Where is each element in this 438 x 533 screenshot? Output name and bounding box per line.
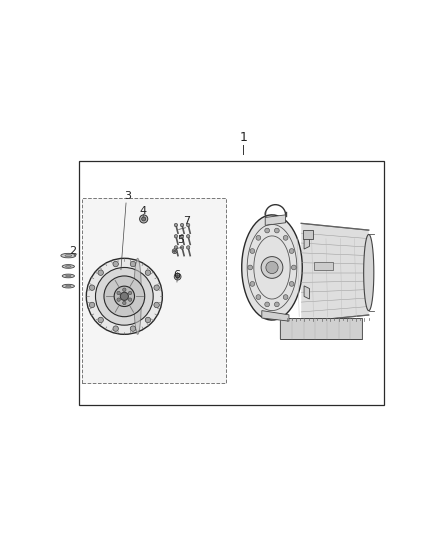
Circle shape: [173, 250, 176, 252]
Circle shape: [266, 261, 278, 273]
Circle shape: [256, 295, 261, 300]
Circle shape: [113, 261, 118, 266]
Text: 1: 1: [239, 131, 247, 143]
Circle shape: [113, 326, 118, 332]
Circle shape: [275, 228, 279, 233]
Circle shape: [180, 235, 184, 238]
Ellipse shape: [66, 285, 71, 287]
Circle shape: [145, 270, 151, 276]
Circle shape: [89, 285, 95, 290]
Circle shape: [256, 236, 261, 240]
Circle shape: [180, 223, 184, 227]
Circle shape: [128, 298, 132, 301]
Circle shape: [275, 302, 279, 307]
Ellipse shape: [62, 274, 74, 278]
Circle shape: [95, 268, 153, 325]
Polygon shape: [364, 235, 374, 311]
Circle shape: [174, 246, 178, 249]
Circle shape: [291, 265, 296, 270]
Circle shape: [187, 223, 190, 227]
Polygon shape: [262, 311, 289, 321]
Text: 2: 2: [69, 246, 76, 256]
Circle shape: [248, 265, 253, 270]
Ellipse shape: [134, 259, 141, 334]
Circle shape: [86, 259, 162, 334]
Circle shape: [174, 273, 181, 280]
Bar: [314, 262, 333, 270]
Circle shape: [154, 302, 159, 308]
Circle shape: [154, 285, 159, 290]
Circle shape: [117, 292, 120, 295]
Circle shape: [123, 301, 126, 305]
Circle shape: [187, 246, 190, 249]
Circle shape: [289, 281, 294, 286]
Text: 4: 4: [139, 206, 147, 215]
Circle shape: [120, 292, 128, 301]
Circle shape: [261, 256, 283, 278]
Circle shape: [141, 217, 146, 221]
Polygon shape: [265, 215, 286, 225]
Text: 3: 3: [124, 191, 131, 201]
Bar: [280, 318, 362, 339]
Circle shape: [145, 317, 151, 322]
Circle shape: [123, 288, 126, 292]
Circle shape: [265, 228, 269, 233]
Ellipse shape: [66, 265, 71, 267]
Circle shape: [250, 249, 255, 253]
Circle shape: [283, 295, 288, 300]
Text: 5: 5: [177, 236, 184, 245]
Polygon shape: [304, 286, 309, 299]
Circle shape: [98, 317, 103, 322]
Circle shape: [180, 246, 184, 249]
Circle shape: [250, 281, 255, 286]
Circle shape: [140, 215, 148, 223]
Circle shape: [104, 276, 145, 317]
Circle shape: [187, 235, 190, 238]
Bar: [303, 230, 313, 239]
Polygon shape: [301, 223, 369, 322]
Bar: [82, 198, 226, 383]
Circle shape: [174, 223, 178, 227]
Circle shape: [172, 249, 177, 254]
Circle shape: [89, 302, 95, 308]
Ellipse shape: [62, 284, 74, 288]
Circle shape: [174, 235, 178, 238]
Circle shape: [130, 261, 136, 266]
Ellipse shape: [62, 264, 74, 268]
Circle shape: [117, 298, 120, 301]
Ellipse shape: [61, 253, 76, 258]
Ellipse shape: [65, 255, 72, 256]
Circle shape: [176, 275, 179, 278]
Circle shape: [130, 326, 136, 332]
Text: 7: 7: [184, 216, 191, 225]
Ellipse shape: [66, 275, 71, 277]
Polygon shape: [242, 215, 302, 320]
Circle shape: [98, 270, 103, 276]
Circle shape: [283, 236, 288, 240]
Bar: [78, 160, 384, 405]
Text: 6: 6: [173, 270, 180, 280]
Circle shape: [114, 286, 134, 306]
Polygon shape: [304, 236, 309, 249]
Circle shape: [289, 249, 294, 253]
Circle shape: [265, 302, 269, 307]
Circle shape: [128, 292, 132, 295]
